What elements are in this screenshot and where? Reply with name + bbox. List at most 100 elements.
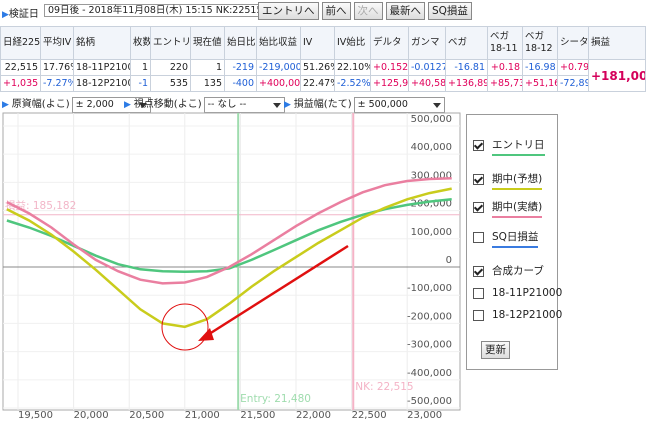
legend-item: エントリ日	[473, 137, 545, 156]
control-label: 原資幅(よこ)	[11, 99, 70, 110]
y-tick-label: 300,000	[411, 170, 452, 181]
header-text: ベガ	[490, 31, 510, 42]
x-tick-label: 20,000	[74, 410, 109, 421]
toolbar-button[interactable]: 最新へ	[385, 2, 425, 20]
header-text: エントリ	[153, 37, 191, 48]
table-cell: +51,162	[522, 75, 558, 92]
legend-label: SQ日損益	[492, 229, 539, 248]
y-tick-label: 100,000	[411, 227, 452, 238]
table-cell: -1	[130, 75, 151, 92]
x-tick-label: 23,000	[407, 410, 442, 421]
header-cell: 損益	[588, 26, 646, 60]
arrow	[205, 244, 349, 338]
table: 日経225 平均IV 銘柄 枚数 エントリ 現在値 始日比 始比収益 IV IV始比 デルタ ガンマベ…	[0, 26, 646, 92]
x-tick-label: 22,000	[296, 410, 331, 421]
toolbar: ▶検証日 09日後 - 2018年11月08日(木) 15:15 NK:22515…	[2, 2, 647, 22]
y-tick-label: 200,000	[411, 199, 452, 210]
legend-label: 合成カーブ	[492, 265, 544, 277]
y-tick-label: 500,000	[411, 114, 452, 125]
pnl-label: 損益: 185,182	[5, 199, 76, 212]
checkbox[interactable]	[473, 309, 484, 321]
header-cell: IV始比	[334, 26, 371, 60]
position-table: 日経225 平均IV 銘柄 枚数 エントリ 現在値 始日比 始比収益 IV IV始比 デルタ ガンマベ…	[0, 26, 646, 92]
update-button[interactable]: 更新	[481, 341, 510, 359]
legend-label: エントリ日	[492, 137, 545, 156]
toolbar-button[interactable]: エントリへ	[258, 2, 319, 20]
date-select[interactable]: 09日後 - 2018年11月08日(木) 15:15 NK:22515	[44, 4, 278, 17]
header-cell: 始日比	[224, 26, 257, 60]
x-tick-label: 21,500	[240, 410, 275, 421]
table-cell: 535	[150, 75, 191, 92]
checkbox[interactable]	[473, 139, 484, 151]
header-text: ベガ	[525, 31, 545, 42]
controls: ▶ 原資幅(よこ) ± 2,000 ▶ 視点移動(よこ) -- なし -- ▶ 損益幅(…	[2, 95, 462, 113]
header-text: 平均IV	[43, 37, 72, 48]
table-cell: +0.18	[487, 59, 523, 76]
legend-label: 18-11P21000	[492, 287, 563, 299]
header-text: シータ	[560, 37, 589, 48]
series-line	[6, 176, 452, 285]
control-label: 視点移動(よこ)	[133, 99, 202, 110]
header-cell: 平均IV	[40, 26, 74, 60]
y-tick-label: 400,000	[411, 142, 452, 153]
checkbox[interactable]	[473, 265, 484, 277]
checkbox[interactable]	[473, 287, 484, 299]
table-cell: +0.79	[557, 59, 589, 76]
header-cell: 始比収益	[256, 26, 301, 60]
table-row: +1,035-7.27%18-12P21000-1535135-400+400,…	[0, 75, 646, 92]
legend-label: 期中(実績)	[492, 199, 543, 218]
triangle: ▶	[124, 100, 134, 110]
arrow-head	[198, 328, 214, 341]
header-cell: ベガ 18-11	[487, 26, 523, 60]
table-cell: +85,731	[487, 75, 523, 92]
y-tick-label: -400,000	[407, 368, 452, 379]
table-cell: -16.98	[522, 59, 558, 76]
header-cell: エントリ	[150, 26, 191, 60]
highlight-circle	[161, 303, 209, 351]
control-label: 損益幅(たて)	[293, 99, 352, 110]
toolbar-button[interactable]: 前へ	[321, 2, 351, 20]
table-cell: 135	[190, 75, 225, 92]
legend-label: 期中(予想)	[492, 171, 543, 190]
x-tick-label: 20,500	[129, 410, 164, 421]
header-cell: デルタ	[370, 26, 409, 60]
header-text: 始日比	[227, 37, 256, 48]
y-tick-label: -100,000	[407, 283, 452, 294]
legend-item: 期中(実績)	[473, 199, 543, 218]
header-cell: ガンマ	[408, 26, 446, 60]
header-text: ベガ	[448, 37, 468, 48]
checkbox[interactable]	[473, 231, 484, 243]
header-text: 始比収益	[259, 37, 298, 48]
x-tick-label: 19,500	[18, 410, 53, 421]
header-text: 18-11	[490, 43, 518, 54]
checkbox[interactable]	[473, 173, 484, 185]
toolbar-button[interactable]: SQ損益	[428, 2, 472, 20]
header-cell: ベガ 18-12	[522, 26, 558, 60]
legend-panel: エントリ日期中(予想) 期中(実績) SQ日損益合成カーブ 18-11P21000 18…	[466, 114, 562, 370]
y-tick-label: -300,000	[407, 340, 452, 351]
header-text: 銘柄	[76, 37, 96, 48]
header-text: 枚数	[133, 37, 151, 48]
header-cell: シータ	[557, 26, 589, 60]
header-cell: 日経225	[0, 26, 41, 60]
label-text: 検証日	[8, 9, 39, 20]
header-cell: IV	[300, 26, 335, 60]
marker-label: NK: 22,515	[355, 381, 413, 393]
header-cell: 枚数	[130, 26, 151, 60]
table-cell: -72,898	[557, 75, 589, 92]
legend-item: 18-12P21000	[473, 309, 562, 323]
table-row: 22,51517.76%18-11P2100012201-219-219,000…	[0, 59, 646, 92]
legend-item: 18-11P21000	[473, 287, 562, 301]
checkbox[interactable]	[473, 201, 484, 213]
header-text: ガンマ	[411, 37, 440, 48]
header-text: 損益	[591, 37, 611, 48]
header-text: 18-12	[525, 43, 553, 54]
legend-label: 18-12P21000	[492, 309, 563, 321]
plot-area	[2, 112, 461, 411]
marker-label: Entry: 21,480	[240, 393, 311, 405]
legend-item: SQ日損益	[473, 229, 539, 248]
header-text: IV	[303, 37, 313, 48]
triangle: ▶	[2, 100, 12, 110]
table-cell: -7.27%	[40, 75, 74, 92]
